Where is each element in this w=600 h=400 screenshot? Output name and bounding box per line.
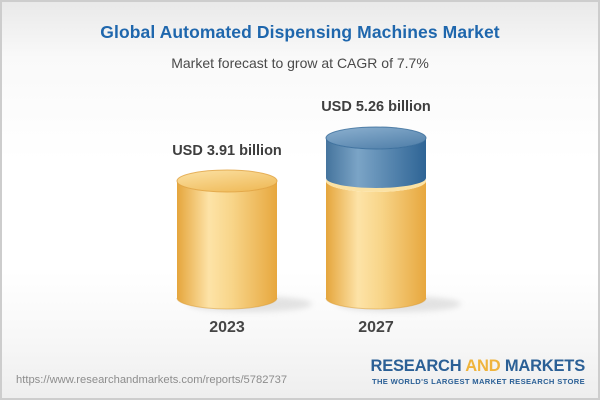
logo-word-research: RESEARCH	[370, 357, 462, 375]
year-label-2027: 2027	[358, 319, 394, 336]
value-label-2027: USD 5.26 billion	[321, 99, 431, 115]
chart-title: Global Automated Dispensing Machines Mar…	[100, 22, 500, 42]
logo-word-and: AND	[465, 357, 501, 375]
bar-2023-cylinder	[176, 169, 278, 310]
report-url: https://www.researchandmarkets.com/repor…	[16, 374, 288, 386]
company-logo: RESEARCH AND MARKETS THE WORLD'S LARGEST…	[370, 357, 585, 387]
year-label-2023: 2023	[209, 319, 245, 336]
logo-tagline: THE WORLD'S LARGEST MARKET RESEARCH STOR…	[371, 377, 585, 387]
chart-subtitle: Market forecast to grow at CAGR of 7.7%	[171, 55, 429, 71]
value-label-2023: USD 3.91 billion	[172, 143, 282, 159]
bar-2027-cylinder	[325, 126, 427, 310]
logo-word-markets: MARKETS	[504, 357, 585, 375]
logo-wordmark: RESEARCH AND MARKETS	[370, 357, 585, 375]
